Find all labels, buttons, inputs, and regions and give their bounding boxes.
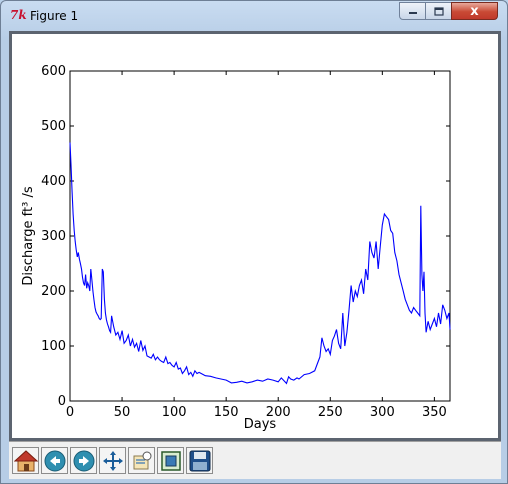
y-tick-label: 300 — [41, 229, 66, 244]
maximize-button[interactable] — [425, 2, 452, 20]
y-tick-label: 200 — [41, 284, 66, 299]
save-button[interactable] — [186, 447, 213, 474]
x-tick-label: 100 — [162, 405, 187, 420]
window-title: Figure 1 — [30, 9, 78, 23]
y-tick-label: 0 — [58, 394, 66, 409]
x-tick-label: 0 — [66, 405, 74, 420]
close-icon: x — [470, 4, 478, 19]
back-arrow-icon — [44, 450, 66, 472]
minimize-button[interactable] — [399, 2, 426, 20]
subplots-icon — [160, 450, 182, 472]
y-tick-label: 100 — [41, 339, 66, 354]
y-axis-label: Discharge ft³ /s — [21, 186, 36, 285]
home-icon — [14, 449, 38, 473]
forward-button[interactable] — [70, 447, 97, 474]
subplots-button[interactable] — [157, 447, 184, 474]
save-disk-icon — [189, 450, 211, 472]
y-tick-label: 500 — [41, 119, 66, 134]
pan-button[interactable] — [99, 447, 126, 474]
maximize-icon — [434, 7, 444, 16]
x-axis-label: Days — [244, 417, 277, 432]
title-bar[interactable]: 7k Figure 1 x — [1, 1, 507, 31]
forward-arrow-icon — [73, 450, 95, 472]
y-tick-label: 400 — [41, 174, 66, 189]
tk-feather-icon: 7k — [10, 8, 26, 22]
x-tick-label: 50 — [114, 405, 131, 420]
back-button[interactable] — [41, 447, 68, 474]
minimize-icon — [408, 7, 418, 15]
close-button[interactable]: x — [451, 2, 498, 20]
zoom-rect-icon — [131, 450, 153, 472]
x-tick-label: 250 — [318, 405, 343, 420]
x-tick-label: 300 — [370, 405, 395, 420]
y-tick-label: 600 — [41, 64, 66, 79]
x-tick-label: 350 — [422, 405, 447, 420]
home-button[interactable] — [12, 447, 39, 474]
navigation-toolbar — [9, 441, 501, 479]
zoom-button[interactable] — [128, 447, 155, 474]
x-tick-label: 150 — [214, 405, 239, 420]
figure-canvas[interactable]: 0 100 200 300 400 500 600 0 50 100 150 200 250 300 35… — [9, 31, 501, 441]
pan-arrows-icon — [102, 450, 124, 472]
